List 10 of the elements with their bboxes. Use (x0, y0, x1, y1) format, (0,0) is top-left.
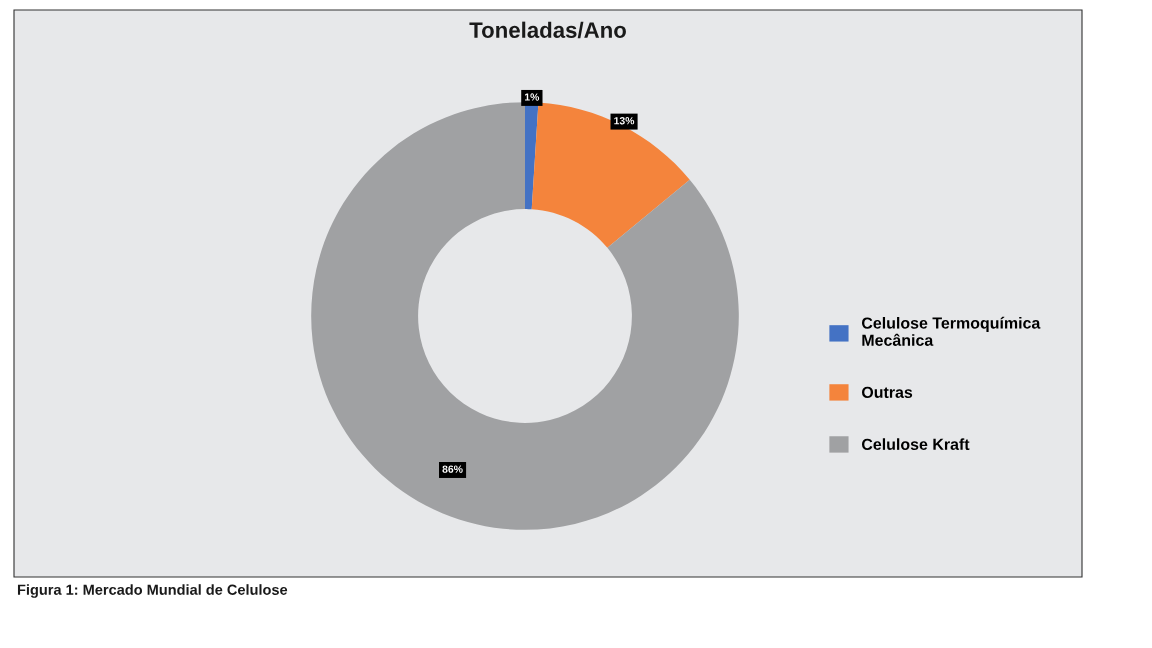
legend-label: Celulose Kraft (861, 438, 970, 450)
data-label: 13% (614, 117, 635, 125)
legend-label: Celulose Termoquímica Mecânica (861, 316, 1041, 346)
data-label: 1% (524, 93, 540, 101)
donut-slice (311, 102, 739, 530)
chart-title: Toneladas/Ano (469, 21, 626, 39)
donut-slice (531, 102, 690, 248)
data-label: 86% (442, 465, 463, 473)
legend-label: Outras (861, 386, 913, 398)
text: Figura 1: Mercado Mundial de Celulose (17, 584, 288, 598)
